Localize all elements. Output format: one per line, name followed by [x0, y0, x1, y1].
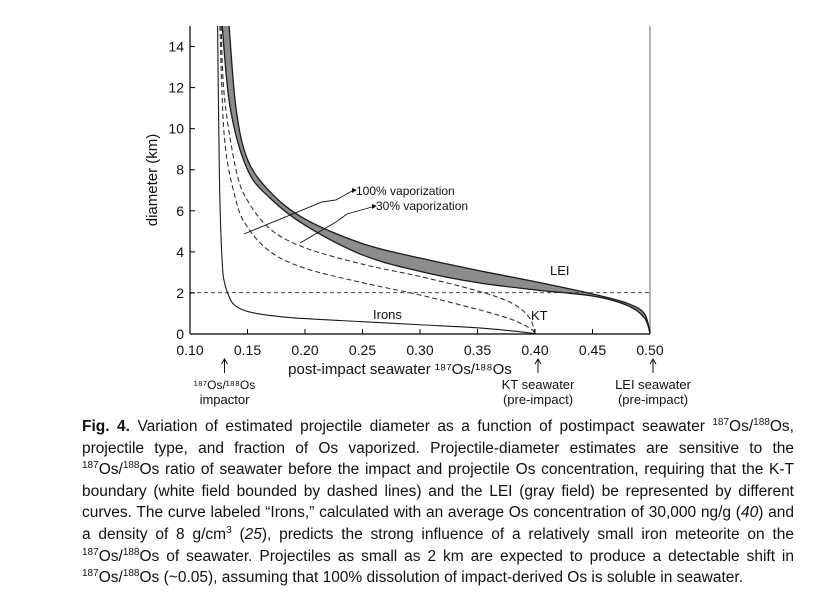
caption-text: ( — [231, 525, 245, 543]
sup: 188 — [122, 568, 140, 579]
sup: 187 — [82, 546, 99, 558]
x-tick-label: 0.15 — [234, 342, 261, 358]
marker-label-line1: KT seawater — [502, 377, 575, 392]
y-tick-label: 4 — [176, 244, 184, 260]
sup: 3 — [226, 524, 232, 536]
y-tick-label: 0 — [176, 326, 184, 342]
marker-label-line2: impactor — [200, 392, 251, 407]
kt-lower-dashed-curve — [219, 26, 536, 334]
caption-text: Os/ — [98, 547, 123, 565]
marker-label-line2: (pre-impact) — [503, 392, 573, 407]
y-tick-label: 6 — [176, 203, 184, 219]
marker-arrowhead — [649, 358, 657, 365]
leader-30 — [299, 206, 373, 244]
x-tick-label: 0.10 — [176, 342, 203, 358]
caption-text: ) and a density of 8 g/cm — [82, 504, 794, 543]
lei-label: LEI — [550, 263, 570, 278]
caption-text: Os, projectile type, and fraction of Os … — [82, 418, 794, 457]
caption-text: Os/ — [98, 569, 123, 587]
sup: 187 — [82, 460, 99, 472]
marker-arrowhead — [221, 358, 228, 365]
sup: 187 — [712, 416, 730, 428]
caption-text: Os ratio of seawater before the impact a… — [82, 461, 794, 522]
kt-upper-dashed-curve — [220, 26, 536, 334]
y-tick-label: 14 — [168, 39, 184, 55]
lei-upper-curve — [228, 26, 650, 334]
x-axis-label: post-impact seawater ¹⁸⁷Os/¹⁸⁸Os — [288, 361, 512, 378]
reference-25: 25 — [244, 525, 262, 543]
arrowhead-100 — [352, 188, 357, 193]
vaporization-100-label: 100% vaporization — [356, 184, 455, 198]
marker-label-line1: LEI seawater — [615, 377, 692, 392]
y-tick-label: 12 — [168, 80, 184, 96]
sup: 187 — [82, 568, 99, 579]
x-tick-label: 0.35 — [464, 342, 491, 358]
caption-text: Os/ — [98, 461, 123, 479]
reference-40: 40 — [740, 504, 759, 522]
vaporization-30-label: 30% vaporization — [376, 199, 468, 213]
kt-label: KT — [531, 308, 548, 323]
y-tick-label: 2 — [176, 285, 184, 301]
x-tick-label: 0.30 — [406, 342, 433, 358]
figure-4-chart: 0.10 0.15 0.20 0.25 0.30 0.35 0.40 0.45 0.50 0 2 4… — [144, 26, 692, 407]
figure-caption: Fig. 4. Variation of estimated projectil… — [82, 416, 794, 589]
x-tick-label: 0.45 — [579, 342, 606, 358]
irons-label: Irons — [373, 307, 402, 322]
x-tick-label: 0.25 — [349, 342, 376, 358]
caption-text: Os (~0.05), assuming that 100% dissoluti… — [139, 569, 744, 587]
caption-text: Os of seawater. Projectiles as small as … — [139, 547, 795, 565]
x-tick-label: 0.40 — [521, 342, 548, 358]
y-axis-label: diameter (km) — [144, 134, 161, 227]
leader-arrowheads — [352, 188, 377, 209]
lei-lower-curve — [221, 26, 650, 334]
marker-label-line2: (pre-impact) — [618, 392, 688, 407]
caption-text: Variation of estimated projectile diamet… — [129, 418, 713, 435]
leader-100 — [243, 190, 353, 235]
vaporization-leader-lines — [243, 190, 373, 244]
marker-label-line1: ¹⁸⁷Os/¹⁸⁸Os — [194, 378, 256, 392]
irons-curve — [217, 26, 536, 335]
x-tick-label: 0.50 — [636, 342, 663, 358]
x-ticks: 0.10 0.15 0.20 0.25 0.30 0.35 0.40 0.45 0.50 — [176, 329, 664, 358]
caption-text: ), predicts the strong influence of a re… — [261, 525, 795, 543]
sup: 188 — [122, 546, 140, 558]
figure-label: Fig. 4. — [82, 418, 130, 435]
y-ticks: 0 2 4 6 8 10 12 14 — [168, 39, 195, 342]
arrowhead-30 — [372, 204, 377, 209]
marker-arrowhead — [534, 358, 542, 365]
y-tick-label: 10 — [168, 121, 184, 137]
lei-gray-field — [222, 26, 650, 333]
y-tick-label: 8 — [176, 162, 184, 178]
caption-text: Os/ — [729, 418, 754, 435]
sup: 188 — [122, 460, 140, 472]
sup: 188 — [753, 416, 770, 428]
x-tick-label: 0.20 — [291, 342, 318, 358]
